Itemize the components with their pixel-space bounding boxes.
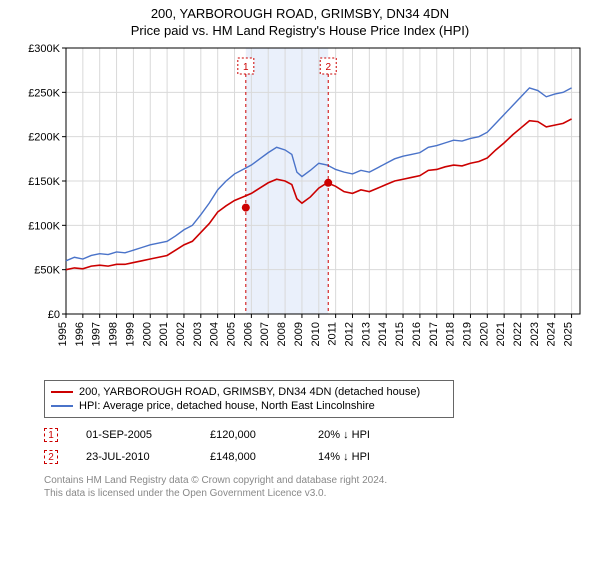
- svg-text:1: 1: [243, 62, 249, 73]
- event-diff: 14% ↓ HPI: [318, 451, 408, 463]
- svg-text:1995: 1995: [57, 322, 69, 346]
- event-row: 2 23-JUL-2010 £148,000 14% ↓ HPI: [44, 446, 600, 468]
- event-price: £148,000: [210, 451, 290, 463]
- svg-text:2000: 2000: [141, 322, 153, 346]
- event-marker: 2: [44, 450, 58, 464]
- legend-label: HPI: Average price, detached house, Nort…: [79, 400, 375, 412]
- chart-subtitle: Price paid vs. HM Land Registry's House …: [0, 23, 600, 38]
- svg-text:1998: 1998: [108, 322, 120, 346]
- svg-text:2019: 2019: [461, 322, 473, 346]
- svg-text:2012: 2012: [343, 322, 355, 346]
- svg-text:2025: 2025: [563, 322, 575, 346]
- line-chart-svg: £0 £50K £100K £150K £200K £250K £300K 1995 1996 1…: [20, 42, 590, 372]
- footer-line-1: Contains HM Land Registry data © Crown c…: [44, 474, 600, 487]
- event-price: £120,000: [210, 429, 290, 441]
- svg-text:2003: 2003: [192, 322, 204, 346]
- svg-text:2002: 2002: [175, 322, 187, 346]
- svg-text:2020: 2020: [478, 322, 490, 346]
- svg-text:2015: 2015: [394, 322, 406, 346]
- svg-text:2024: 2024: [546, 322, 558, 346]
- legend-swatch: [51, 391, 73, 393]
- svg-text:2021: 2021: [495, 322, 507, 346]
- legend-swatch: [51, 405, 73, 407]
- chart-container: 200, YARBOROUGH ROAD, GRIMSBY, DN34 4DN …: [0, 6, 600, 566]
- chart-title: 200, YARBOROUGH ROAD, GRIMSBY, DN34 4DN: [0, 6, 600, 21]
- event-date: 23-JUL-2010: [86, 451, 182, 463]
- event-marker: 1: [44, 428, 58, 442]
- svg-text:2016: 2016: [411, 322, 423, 346]
- svg-text:£100K: £100K: [28, 220, 60, 232]
- svg-text:£250K: £250K: [28, 87, 60, 99]
- footer-attribution: Contains HM Land Registry data © Crown c…: [44, 474, 600, 500]
- legend-label: 200, YARBOROUGH ROAD, GRIMSBY, DN34 4DN …: [79, 386, 420, 398]
- svg-text:2014: 2014: [377, 322, 389, 346]
- svg-text:2007: 2007: [259, 322, 271, 346]
- legend: 200, YARBOROUGH ROAD, GRIMSBY, DN34 4DN …: [44, 380, 454, 418]
- svg-text:2009: 2009: [293, 322, 305, 346]
- event-diff: 20% ↓ HPI: [318, 429, 408, 441]
- svg-text:2006: 2006: [242, 322, 254, 346]
- svg-text:2018: 2018: [445, 322, 457, 346]
- footer-line-2: This data is licensed under the Open Gov…: [44, 487, 600, 500]
- svg-text:2011: 2011: [327, 322, 339, 346]
- svg-text:2001: 2001: [158, 322, 170, 346]
- svg-text:2010: 2010: [310, 322, 322, 346]
- svg-text:£200K: £200K: [28, 132, 60, 144]
- svg-text:1997: 1997: [91, 322, 103, 346]
- svg-text:£0: £0: [48, 309, 60, 321]
- svg-text:£150K: £150K: [28, 176, 60, 188]
- chart-area: £0 £50K £100K £150K £200K £250K £300K 1995 1996 1…: [20, 42, 590, 372]
- svg-text:2008: 2008: [276, 322, 288, 346]
- sale-events-table: 1 01-SEP-2005 £120,000 20% ↓ HPI 2 23-JUL-201…: [44, 424, 600, 468]
- svg-text:2017: 2017: [428, 322, 440, 346]
- svg-text:2004: 2004: [209, 322, 221, 346]
- svg-text:2: 2: [325, 62, 331, 73]
- svg-text:2022: 2022: [512, 322, 524, 346]
- svg-text:1999: 1999: [124, 322, 136, 346]
- svg-text:£300K: £300K: [28, 43, 60, 55]
- svg-text:2023: 2023: [529, 322, 541, 346]
- event-date: 01-SEP-2005: [86, 429, 182, 441]
- event-row: 1 01-SEP-2005 £120,000 20% ↓ HPI: [44, 424, 600, 446]
- svg-text:2005: 2005: [226, 322, 238, 346]
- svg-text:1996: 1996: [74, 322, 86, 346]
- svg-text:2013: 2013: [360, 322, 372, 346]
- legend-row: 200, YARBOROUGH ROAD, GRIMSBY, DN34 4DN …: [51, 385, 447, 399]
- legend-row: HPI: Average price, detached house, Nort…: [51, 399, 447, 413]
- svg-text:£50K: £50K: [34, 265, 60, 277]
